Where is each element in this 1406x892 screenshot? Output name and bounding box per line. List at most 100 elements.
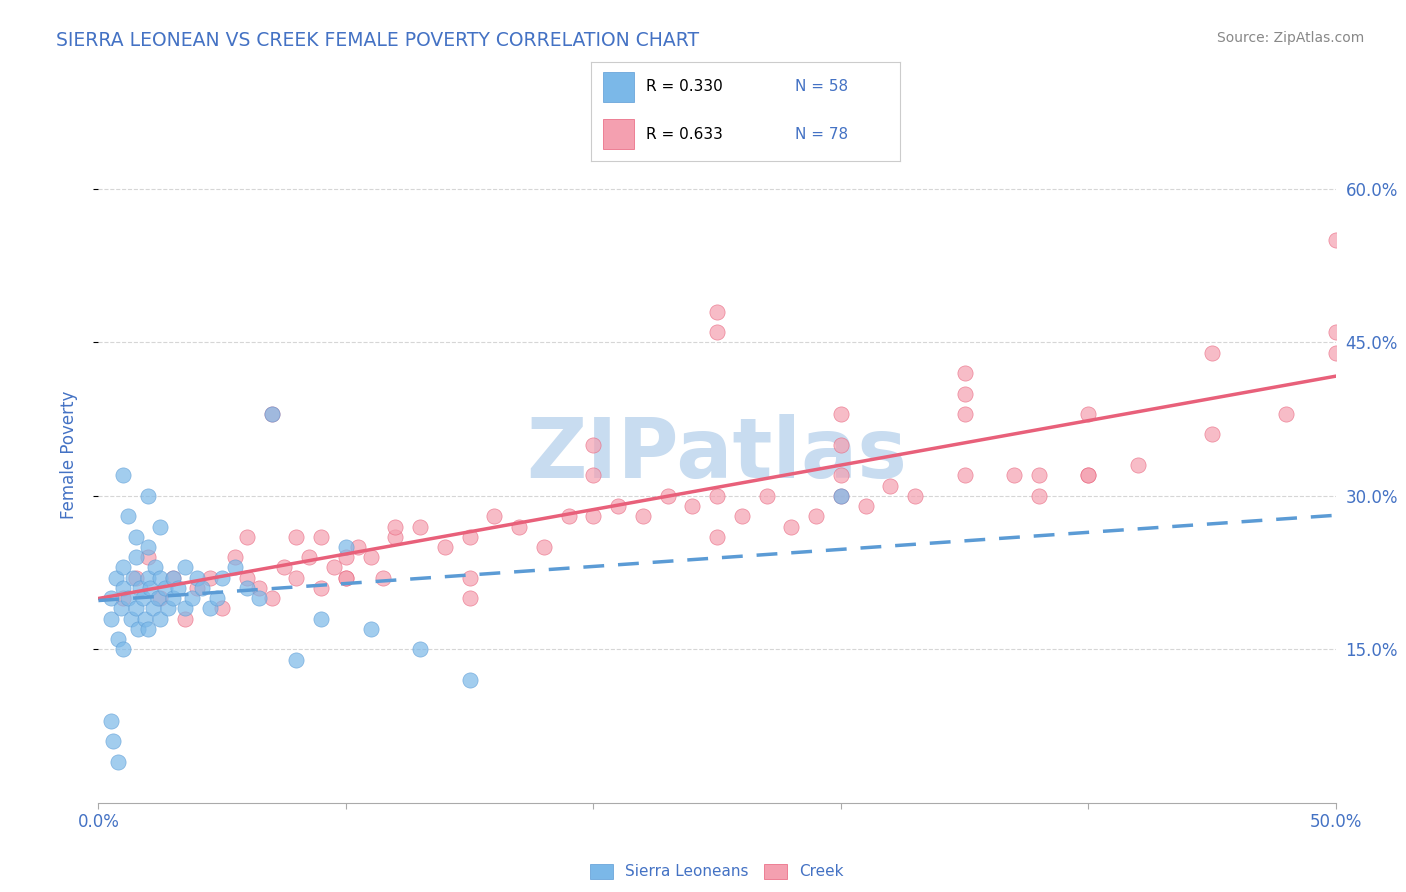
Point — [335, 571, 357, 585]
Point — [162, 591, 184, 606]
Point — [557, 509, 579, 524]
Point — [285, 652, 308, 666]
Point — [830, 407, 852, 421]
Point — [309, 581, 332, 595]
Text: ZIPatlas: ZIPatlas — [527, 415, 907, 495]
Point — [211, 601, 233, 615]
Point — [112, 560, 135, 574]
Point — [681, 499, 703, 513]
Point — [582, 468, 605, 483]
Point — [124, 571, 146, 585]
Point — [124, 530, 146, 544]
Point — [1201, 345, 1223, 359]
Text: SIERRA LEONEAN VS CREEK FEMALE POVERTY CORRELATION CHART: SIERRA LEONEAN VS CREEK FEMALE POVERTY C… — [56, 31, 699, 50]
Point — [112, 642, 135, 657]
Point — [1324, 345, 1347, 359]
Point — [122, 571, 145, 585]
Point — [706, 489, 728, 503]
Point — [107, 632, 129, 646]
Point — [384, 519, 406, 533]
Point — [103, 734, 125, 748]
Point — [1201, 427, 1223, 442]
Point — [162, 571, 184, 585]
Point — [260, 407, 283, 421]
Point — [855, 499, 877, 513]
Point — [181, 591, 204, 606]
Point — [1002, 468, 1025, 483]
Point — [1275, 407, 1298, 421]
Point — [830, 438, 852, 452]
Text: N = 78: N = 78 — [794, 127, 848, 142]
Point — [1077, 407, 1099, 421]
Point — [117, 591, 139, 606]
Point — [186, 571, 208, 585]
Point — [260, 591, 283, 606]
Point — [755, 489, 778, 503]
Point — [309, 530, 332, 544]
Legend: Sierra Leoneans, Creek: Sierra Leoneans, Creek — [583, 857, 851, 886]
Point — [458, 571, 481, 585]
Point — [198, 601, 221, 615]
Point — [143, 560, 166, 574]
Point — [830, 489, 852, 503]
Point — [1028, 489, 1050, 503]
Point — [1126, 458, 1149, 472]
Point — [149, 519, 172, 533]
Point — [1324, 233, 1347, 247]
Point — [211, 571, 233, 585]
Point — [166, 581, 188, 595]
Point — [285, 571, 308, 585]
Point — [804, 509, 827, 524]
Point — [236, 581, 259, 595]
Point — [236, 530, 259, 544]
Point — [384, 530, 406, 544]
Point — [458, 591, 481, 606]
Point — [904, 489, 927, 503]
Point — [132, 591, 155, 606]
Point — [100, 714, 122, 728]
Bar — [603, 72, 634, 102]
Point — [149, 591, 172, 606]
Point — [879, 478, 901, 492]
Point — [285, 530, 308, 544]
Point — [149, 612, 172, 626]
Point — [706, 530, 728, 544]
Point — [607, 499, 630, 513]
Point — [508, 519, 530, 533]
Point — [830, 468, 852, 483]
Point — [1077, 468, 1099, 483]
Point — [174, 601, 197, 615]
Point — [731, 509, 754, 524]
Point — [1028, 468, 1050, 483]
Point — [155, 581, 177, 595]
Point — [162, 571, 184, 585]
Text: Source: ZipAtlas.com: Source: ZipAtlas.com — [1216, 31, 1364, 45]
Point — [139, 581, 162, 595]
Point — [273, 560, 295, 574]
Point — [236, 571, 259, 585]
Point — [458, 673, 481, 687]
Point — [127, 622, 149, 636]
Point — [100, 612, 122, 626]
Point — [706, 325, 728, 339]
Point — [533, 540, 555, 554]
Point — [309, 612, 332, 626]
Bar — [603, 120, 634, 149]
Point — [1077, 468, 1099, 483]
Point — [174, 560, 197, 574]
Text: R = 0.330: R = 0.330 — [647, 79, 723, 94]
Point — [706, 304, 728, 318]
Point — [136, 550, 159, 565]
Point — [247, 581, 270, 595]
Point — [409, 519, 432, 533]
Point — [146, 591, 169, 606]
Point — [830, 489, 852, 503]
Point — [458, 530, 481, 544]
Point — [124, 601, 146, 615]
Point — [409, 642, 432, 657]
Point — [224, 560, 246, 574]
Text: R = 0.633: R = 0.633 — [647, 127, 723, 142]
Point — [335, 540, 357, 554]
Point — [142, 601, 165, 615]
Point — [198, 571, 221, 585]
